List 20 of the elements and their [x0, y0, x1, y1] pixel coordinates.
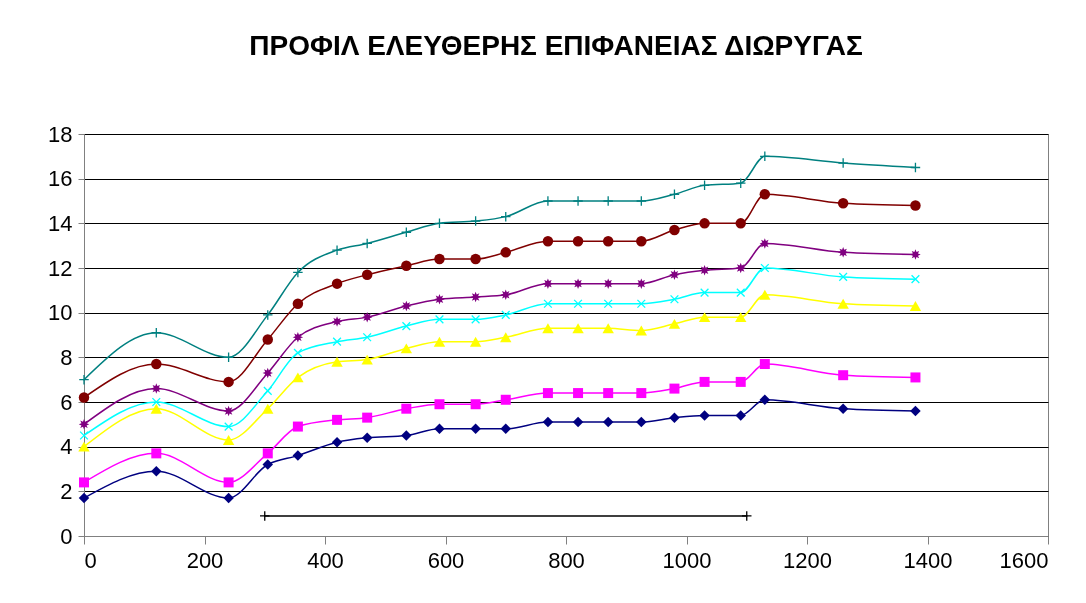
x-tick-label: 600 [427, 547, 465, 573]
y-tick-label: 4 [60, 434, 73, 460]
y-tick-label: 14 [48, 210, 73, 236]
x-tick-label: 1400 [903, 547, 953, 573]
y-tick-label: 10 [48, 300, 73, 326]
x-tick-label: 800 [548, 547, 585, 573]
x-tick-label: 1200 [783, 547, 832, 573]
x-tick-label: 1600 [999, 547, 1049, 573]
y-tick-label: 16 [48, 166, 73, 192]
y-tick-label: 12 [48, 255, 73, 281]
x-tick-label: 400 [307, 547, 344, 573]
y-tick-label: 6 [60, 389, 73, 415]
x-tick-label: 1000 [662, 547, 712, 573]
y-tick-label: 18 [48, 121, 73, 147]
y-tick-label: 2 [60, 478, 73, 504]
y-tick-label: 0 [60, 523, 73, 549]
x-tick-label: 200 [186, 547, 224, 573]
x-tick-label: 0 [84, 547, 97, 573]
y-tick-label: 8 [60, 344, 73, 370]
chart-title: ΠΡΟΦΙΛ ΕΛΕΥΘΕΡΗΣ ΕΠΙΦΑΝΕΙΑΣ ΔΙΩΡΥΓΑΣ [249, 30, 863, 61]
